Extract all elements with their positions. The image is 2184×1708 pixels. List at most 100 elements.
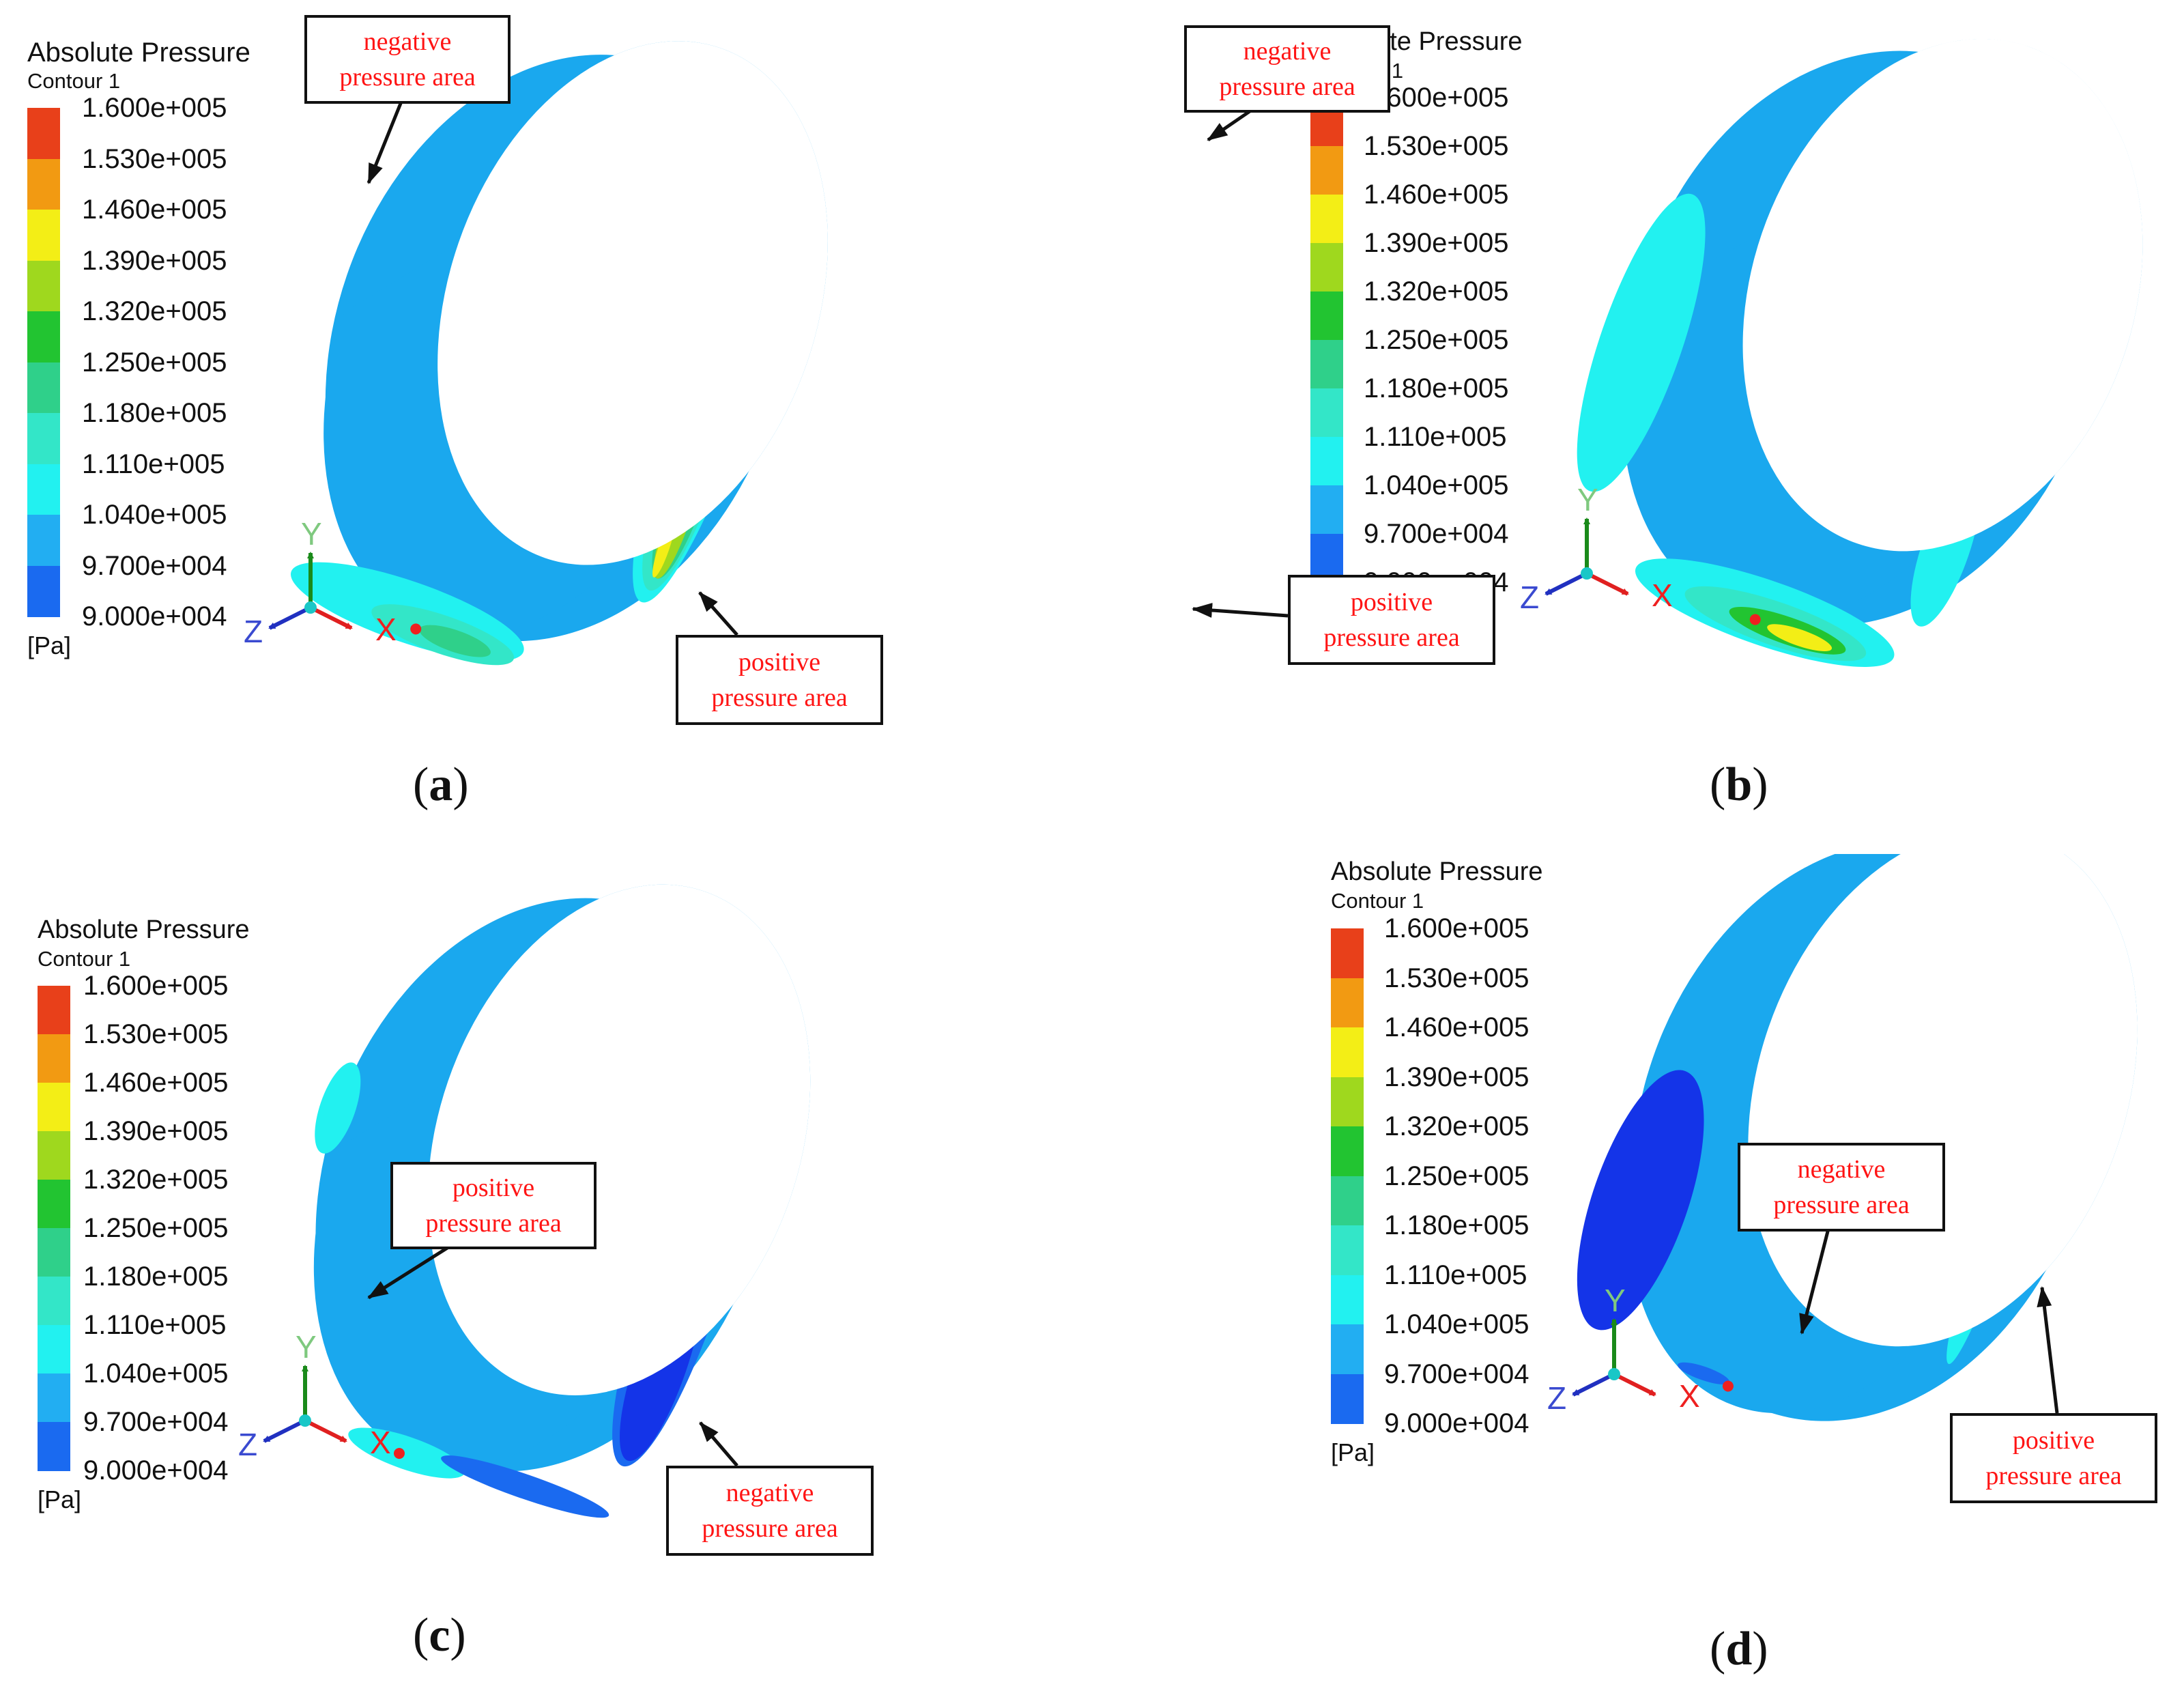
colorbar-tick-label: 1.460e+005 (83, 1068, 229, 1098)
axis-label-y: Y (1605, 1283, 1626, 1318)
colorbar-tick-label: 1.250e+005 (83, 1213, 229, 1243)
axis-label-z: Z (1547, 1380, 1567, 1416)
ring-opening (427, 884, 811, 1395)
colorbar-tick-label: 9.700e+004 (82, 550, 227, 581)
callout-arrow (1192, 603, 1289, 618)
colorbar-swatch (38, 1228, 70, 1277)
ring-band-side (313, 1081, 790, 1465)
colorbar-swatch (27, 158, 60, 210)
callout-box: negative pressure area (1738, 1143, 1945, 1232)
colorbar-swatch (38, 1422, 70, 1471)
colorbar-swatch (1310, 340, 1343, 389)
callout-text: negative (725, 1479, 814, 1507)
legend-title: Absolute Pressure (38, 915, 250, 944)
axis-label-z: Z (1520, 580, 1540, 615)
callout-arrow (698, 591, 738, 636)
axis-origin (1608, 1368, 1620, 1380)
colorbar-tick-label: 1.180e+005 (82, 398, 227, 428)
colorbar-tick-label: 1.460e+005 (1364, 180, 1509, 210)
legend-title: Absolute Pressure (1331, 857, 1543, 886)
callout-box: negative pressure area (1184, 25, 1390, 113)
panel-caption: (d) (1710, 1623, 1768, 1675)
legend-subtitle: Contour 1 (1331, 889, 1424, 913)
colorbar-swatch (38, 1034, 70, 1083)
contour-patch (410, 623, 422, 635)
legend-title: Absolute Pressure (27, 38, 250, 68)
contour-plot-d (1572, 854, 2138, 1421)
colorbar-tick-label: 1.110e+005 (1364, 422, 1507, 452)
colorbar-tick-label: 1.110e+005 (1384, 1259, 1527, 1290)
panel-c: Absolute Pressure Contour 1 1.600e+005 1.53… (0, 854, 1092, 1708)
axis-label-x: X (370, 1425, 391, 1460)
colorbar-tick-label: 1.530e+005 (82, 143, 227, 174)
axis-arrow (268, 606, 312, 630)
contour-patch (1749, 614, 1761, 625)
colorbar-tick-label: 1.320e+005 (1384, 1111, 1529, 1141)
colorbar-swatch (27, 108, 60, 159)
colorbar-swatch (1331, 978, 1364, 1028)
colorbar-tick-label: 1.320e+005 (83, 1165, 229, 1195)
colorbar-swatch (38, 1373, 70, 1423)
colorbar-tick-label: 1.250e+005 (82, 347, 227, 378)
callout-box: positive pressure area (390, 1162, 597, 1249)
contour-patch (393, 1448, 405, 1460)
contour-patch (348, 1427, 465, 1479)
panel-letter: b (1725, 758, 1753, 811)
colorbar-swatch (1310, 437, 1343, 486)
colorbar-tick-label: 1.180e+005 (1364, 373, 1509, 403)
axis-label-y: Y (1577, 482, 1598, 517)
callout-text: positive (452, 1173, 535, 1202)
colorbar-tick-label: 1.600e+005 (1384, 913, 1529, 943)
panel-letter: c (429, 1609, 450, 1662)
axis-origin (304, 601, 317, 614)
callout-box: negative pressure area (304, 15, 511, 104)
contour-patch (419, 625, 491, 657)
panel-caption: (a) (413, 758, 469, 811)
legend-subtitle: Contour 1 (38, 947, 131, 971)
callout-box: positive pressure area (676, 635, 883, 725)
axis-triad (268, 552, 353, 630)
callout-text: positive (1350, 588, 1433, 616)
colorbar-tick-label: 1.040e+005 (1384, 1309, 1529, 1339)
contour-patch (315, 1062, 361, 1154)
colorbar-tick-label: 1.320e+005 (1364, 276, 1509, 307)
axis-origin (299, 1414, 311, 1427)
colorbar-swatch (1310, 485, 1343, 535)
colorbar-swatch (38, 1083, 70, 1132)
colorbar-swatch (27, 413, 60, 464)
axis-triad (1572, 1318, 1656, 1397)
axis-arrow (263, 1419, 306, 1443)
callout-text: positive (738, 648, 821, 677)
callout-text: pressure area (425, 1209, 562, 1238)
colorbar-tick-label: 1.250e+005 (1364, 325, 1509, 355)
colorbar-tick-label: 9.000e+004 (82, 601, 227, 631)
colorbar-tick-label: 1.460e+005 (1384, 1012, 1529, 1042)
colorbar-tick-label: 1.390e+005 (82, 245, 227, 276)
colorbar-tick-label: 1.390e+005 (1384, 1062, 1529, 1092)
legend-unit: [Pa] (1331, 1438, 1375, 1466)
colorbar-swatch (38, 1277, 70, 1326)
axis-label-z: Z (244, 614, 263, 649)
axis-label-x: X (1679, 1378, 1700, 1414)
colorbar-swatch (1310, 388, 1343, 438)
callout-text: negative (1797, 1155, 1886, 1184)
axis-label-z: Z (238, 1427, 258, 1462)
axis-arrow (1544, 571, 1588, 596)
axis-arrow (1585, 571, 1629, 596)
colorbar-swatch (38, 1131, 70, 1180)
ring-band-side (324, 242, 807, 634)
ring-opening (437, 41, 828, 565)
colorbar-tick-label: 9.000e+004 (1384, 1408, 1529, 1438)
axis-triad (263, 1365, 347, 1443)
callout-text: pressure area (1985, 1462, 2122, 1490)
callout-box: positive pressure area (1950, 1413, 2157, 1503)
colorbar-tick-label: 1.180e+005 (83, 1262, 229, 1292)
colorbar-swatch (1310, 243, 1343, 292)
colorbar-swatch (1331, 1176, 1364, 1226)
axis-arrow (1613, 1372, 1656, 1397)
callout-text: negative (1243, 37, 1332, 66)
panel-letter: a (429, 758, 453, 811)
colorbar-swatch (27, 210, 60, 261)
axis-arrow (309, 606, 353, 630)
colorbar-swatch (38, 1180, 70, 1229)
